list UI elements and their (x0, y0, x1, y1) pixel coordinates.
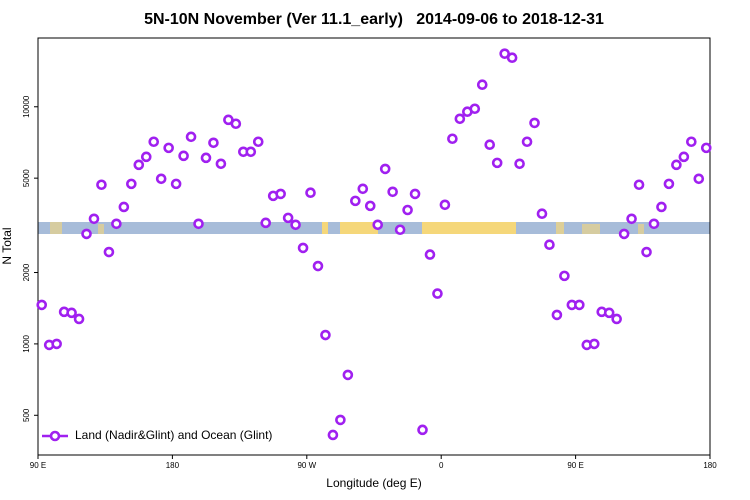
point (648, 218, 660, 230)
point (700, 142, 712, 154)
point (588, 338, 600, 350)
point (536, 208, 548, 220)
point (148, 136, 160, 148)
point (215, 158, 227, 170)
point (402, 204, 413, 216)
point (476, 79, 488, 91)
point (693, 173, 705, 185)
point (260, 217, 272, 229)
point (96, 179, 107, 191)
point (81, 228, 92, 240)
point (178, 150, 189, 162)
point (379, 163, 391, 175)
point (140, 151, 152, 163)
point (514, 158, 525, 170)
x-tick-label: 180 (166, 461, 180, 470)
point (499, 48, 510, 59)
point (36, 299, 48, 311)
point (626, 213, 637, 225)
point (574, 299, 585, 311)
point (170, 178, 182, 190)
point (529, 117, 540, 129)
point (163, 142, 174, 154)
point (454, 113, 466, 125)
point (118, 201, 130, 213)
point (103, 246, 115, 258)
point (409, 188, 421, 200)
point (230, 118, 242, 130)
point (312, 260, 324, 272)
point (559, 270, 570, 282)
point (469, 103, 481, 115)
y-axis-label: N Total (0, 227, 14, 264)
legend-label: Land (Nadir&Glint) and Ocean (Glint) (75, 428, 272, 442)
point (491, 157, 503, 169)
point (185, 131, 197, 143)
point (521, 136, 533, 148)
point (305, 187, 316, 199)
point (335, 414, 346, 426)
point (208, 137, 219, 149)
point (282, 212, 294, 224)
point (544, 239, 555, 251)
point (394, 224, 406, 236)
y-tick-label: 1000 (22, 334, 31, 352)
point (275, 188, 286, 200)
point (51, 338, 62, 350)
point (484, 139, 496, 150)
point (603, 307, 615, 319)
point (432, 288, 443, 299)
point (372, 219, 384, 231)
point (327, 429, 339, 441)
x-tick-label: 90 E (567, 461, 583, 470)
point (245, 146, 257, 158)
point (252, 136, 264, 148)
x-tick-label: 90 W (297, 461, 316, 470)
point (88, 213, 100, 225)
y-tick-label: 2000 (22, 263, 31, 281)
y-tick-label: 500 (22, 408, 31, 422)
point (73, 313, 85, 325)
point (641, 246, 652, 258)
point (342, 369, 354, 381)
point (111, 218, 122, 230)
point (686, 136, 697, 148)
point (155, 173, 167, 185)
point (447, 133, 458, 145)
point (200, 152, 212, 164)
chart-title: 5N-10N November (Ver 11.1_early) 2014-09… (144, 11, 604, 28)
point (678, 151, 690, 163)
point (424, 249, 436, 260)
point (387, 186, 398, 198)
y-tick-label: 10000 (22, 95, 31, 118)
point (671, 159, 682, 171)
point (618, 228, 630, 240)
point (126, 178, 137, 190)
point (350, 195, 361, 207)
point (611, 313, 622, 325)
point (193, 218, 204, 230)
point (439, 199, 451, 211)
point (133, 159, 145, 171)
y-tick-label: 5000 (22, 169, 31, 187)
point (297, 242, 309, 254)
point (551, 309, 563, 321)
legend-marker (49, 430, 61, 442)
plot-frame (37, 37, 711, 456)
x-tick-label: 0 (439, 461, 444, 470)
point (506, 52, 518, 64)
point (66, 307, 77, 319)
point (320, 329, 331, 341)
point (290, 219, 301, 231)
x-axis-label: Longitude (deg E) (326, 476, 421, 490)
x-tick-label: 90 E (30, 461, 46, 470)
point (364, 200, 376, 212)
point (633, 179, 645, 191)
point (357, 183, 369, 195)
point (417, 424, 428, 436)
point (663, 178, 675, 190)
x-tick-label: 180 (703, 461, 717, 470)
point (656, 201, 667, 213)
